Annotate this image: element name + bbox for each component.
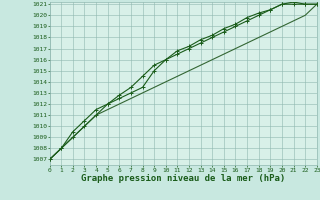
X-axis label: Graphe pression niveau de la mer (hPa): Graphe pression niveau de la mer (hPa) xyxy=(81,174,285,183)
